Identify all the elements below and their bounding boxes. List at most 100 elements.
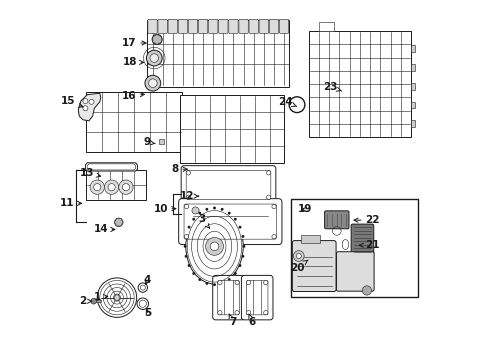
FancyBboxPatch shape bbox=[198, 19, 208, 33]
Circle shape bbox=[218, 280, 222, 285]
FancyBboxPatch shape bbox=[249, 19, 258, 33]
FancyBboxPatch shape bbox=[270, 19, 279, 33]
Text: 15: 15 bbox=[61, 96, 83, 107]
Circle shape bbox=[188, 264, 191, 267]
Text: 11: 11 bbox=[60, 198, 81, 208]
Circle shape bbox=[246, 280, 251, 285]
Circle shape bbox=[264, 280, 268, 285]
Circle shape bbox=[148, 79, 157, 87]
Text: 12: 12 bbox=[179, 191, 198, 201]
Circle shape bbox=[213, 207, 216, 210]
Text: 1: 1 bbox=[94, 292, 108, 302]
FancyBboxPatch shape bbox=[218, 280, 239, 315]
Text: 21: 21 bbox=[359, 240, 380, 250]
Circle shape bbox=[115, 218, 123, 226]
Bar bbox=[411, 45, 416, 51]
Circle shape bbox=[205, 237, 223, 255]
Circle shape bbox=[267, 195, 271, 199]
Circle shape bbox=[234, 272, 237, 275]
FancyBboxPatch shape bbox=[184, 204, 276, 239]
Circle shape bbox=[218, 311, 222, 315]
FancyBboxPatch shape bbox=[279, 19, 289, 33]
Text: 3: 3 bbox=[198, 215, 210, 228]
Text: 14: 14 bbox=[94, 225, 115, 234]
Text: 20: 20 bbox=[290, 260, 308, 273]
Circle shape bbox=[239, 226, 242, 229]
Circle shape bbox=[264, 311, 268, 315]
Circle shape bbox=[243, 245, 245, 248]
Text: 13: 13 bbox=[80, 168, 100, 178]
Circle shape bbox=[97, 278, 137, 318]
Bar bbox=[300, 235, 320, 243]
Bar bbox=[147, 21, 289, 87]
FancyBboxPatch shape bbox=[213, 275, 245, 320]
Circle shape bbox=[205, 208, 208, 211]
Circle shape bbox=[184, 234, 189, 239]
Circle shape bbox=[235, 311, 239, 315]
Circle shape bbox=[94, 184, 101, 191]
Circle shape bbox=[147, 50, 162, 66]
Text: 6: 6 bbox=[248, 314, 256, 327]
Text: 17: 17 bbox=[122, 38, 146, 48]
Ellipse shape bbox=[186, 209, 243, 284]
Circle shape bbox=[220, 208, 223, 211]
Text: 24: 24 bbox=[278, 97, 296, 107]
Text: 7: 7 bbox=[229, 314, 236, 327]
Circle shape bbox=[119, 180, 133, 194]
Circle shape bbox=[235, 280, 239, 285]
Circle shape bbox=[104, 180, 119, 194]
FancyBboxPatch shape bbox=[209, 19, 218, 33]
FancyBboxPatch shape bbox=[259, 19, 269, 33]
Circle shape bbox=[242, 235, 245, 238]
Circle shape bbox=[246, 311, 251, 315]
FancyBboxPatch shape bbox=[324, 211, 349, 229]
FancyBboxPatch shape bbox=[246, 280, 268, 315]
Text: 19: 19 bbox=[298, 204, 313, 215]
Circle shape bbox=[91, 298, 97, 304]
Text: 23: 23 bbox=[323, 82, 342, 92]
FancyBboxPatch shape bbox=[181, 166, 276, 204]
Circle shape bbox=[185, 255, 188, 258]
Bar bbox=[319, 22, 334, 31]
Bar bbox=[411, 83, 416, 90]
FancyBboxPatch shape bbox=[158, 19, 167, 33]
Circle shape bbox=[228, 278, 231, 281]
Circle shape bbox=[192, 218, 195, 221]
Bar bbox=[340, 255, 370, 288]
Circle shape bbox=[192, 272, 195, 275]
Circle shape bbox=[272, 204, 276, 209]
FancyBboxPatch shape bbox=[239, 19, 248, 33]
Circle shape bbox=[122, 184, 129, 191]
Circle shape bbox=[210, 242, 219, 251]
Circle shape bbox=[188, 226, 191, 229]
Circle shape bbox=[139, 300, 147, 307]
Circle shape bbox=[294, 251, 304, 261]
Text: 8: 8 bbox=[172, 164, 187, 174]
Circle shape bbox=[242, 255, 245, 258]
Circle shape bbox=[83, 106, 88, 111]
FancyBboxPatch shape bbox=[148, 19, 157, 33]
Bar bbox=[411, 102, 416, 108]
Circle shape bbox=[228, 212, 231, 215]
FancyBboxPatch shape bbox=[337, 252, 374, 291]
Circle shape bbox=[145, 75, 161, 91]
Bar bbox=[159, 139, 164, 144]
Text: 22: 22 bbox=[354, 215, 380, 225]
Circle shape bbox=[198, 212, 201, 215]
FancyBboxPatch shape bbox=[293, 240, 336, 292]
Circle shape bbox=[140, 285, 146, 290]
FancyBboxPatch shape bbox=[188, 19, 197, 33]
Circle shape bbox=[362, 286, 371, 295]
Circle shape bbox=[234, 218, 237, 221]
FancyBboxPatch shape bbox=[168, 19, 177, 33]
Bar bbox=[411, 64, 416, 71]
Circle shape bbox=[296, 253, 301, 258]
Circle shape bbox=[272, 234, 276, 239]
Text: 9: 9 bbox=[144, 138, 155, 147]
Text: 18: 18 bbox=[123, 57, 144, 67]
Circle shape bbox=[83, 99, 88, 104]
Circle shape bbox=[108, 184, 115, 191]
Bar bbox=[309, 31, 411, 137]
Text: 4: 4 bbox=[144, 275, 151, 285]
FancyBboxPatch shape bbox=[219, 19, 228, 33]
